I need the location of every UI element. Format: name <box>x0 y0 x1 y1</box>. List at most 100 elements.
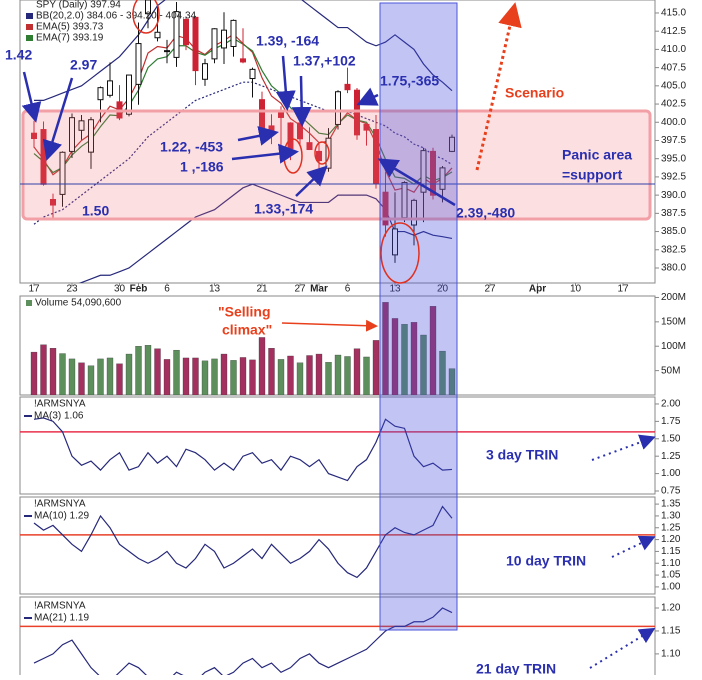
panic-area <box>21 109 652 221</box>
y-tick-label: 402.5 <box>661 99 686 110</box>
series-line <box>33 607 453 675</box>
candle-body <box>192 16 199 72</box>
candle-body <box>31 132 37 140</box>
volume-bar <box>40 344 47 395</box>
y-tick-label: 1.30 <box>661 511 681 522</box>
x-tick-label: Feb <box>130 284 148 295</box>
volume-bar <box>154 348 161 395</box>
annotation: "Selling <box>218 304 271 320</box>
y-tick-label: 385.0 <box>661 226 686 237</box>
marks: 380.0 382.5 385.0 387.5 390.0 392.5 395.0 397.5… <box>20 0 686 675</box>
volume-bar <box>429 306 437 395</box>
y-tick-label: 1.25 <box>661 451 681 462</box>
series-line <box>33 505 453 579</box>
y-tick-label: 1.20 <box>661 603 681 614</box>
annotation: 1.42 <box>5 47 32 63</box>
candle-body <box>126 74 132 115</box>
y-tick-label: 1.00 <box>661 468 681 479</box>
volume-bar <box>220 353 228 395</box>
candle-body <box>230 19 237 47</box>
arrow <box>589 627 656 669</box>
x-tick-label: Mar <box>310 284 328 295</box>
candle-body <box>164 50 170 53</box>
x-tick-label: 27 <box>294 284 306 295</box>
annotation: 1.75,-365 <box>380 73 439 89</box>
candle-body <box>240 58 246 63</box>
y-tick-label: 415.0 <box>661 8 686 19</box>
volume-bar <box>211 358 218 395</box>
circle <box>314 141 330 165</box>
candle-body <box>69 117 75 152</box>
y-tick-label: 412.5 <box>661 26 686 37</box>
volume-bar <box>30 351 38 395</box>
volume-bar <box>363 356 370 395</box>
volume-bar <box>277 359 285 395</box>
candle-body <box>173 11 180 58</box>
plot <box>30 302 456 395</box>
candle-body <box>249 68 256 80</box>
series-line <box>78 183 453 283</box>
candle-body <box>430 150 436 196</box>
series-line <box>33 81 453 225</box>
annotation: Scenario <box>505 85 564 101</box>
y-tick-label: 390.0 <box>661 190 686 201</box>
candle-body <box>306 142 313 151</box>
volume-bar <box>249 359 256 395</box>
x-tick-label: 13 <box>389 284 401 295</box>
arrow <box>591 434 656 461</box>
circle <box>132 0 160 34</box>
candle-body <box>88 119 94 153</box>
price-panel <box>19 0 656 284</box>
highlight <box>379 2 458 631</box>
candle-body <box>211 28 218 60</box>
volume-bar <box>59 353 66 395</box>
y-tick-label: 150M <box>661 316 686 327</box>
legend-title: !ARMSNYA <box>34 399 86 410</box>
trin10-panel <box>19 496 656 595</box>
volume-bar <box>306 355 313 395</box>
plot <box>20 417 655 482</box>
candle-body <box>107 80 113 96</box>
y-tick-label: 407.5 <box>661 62 686 73</box>
volume-bar <box>230 360 237 395</box>
x-tick-label: 21 <box>256 284 268 295</box>
arrow <box>377 158 456 207</box>
y-tick-label: 1.15 <box>661 626 681 637</box>
y-tick-label: 2.00 <box>661 399 681 410</box>
legend-swatch <box>26 35 33 41</box>
x-tick-label: 27 <box>484 284 496 295</box>
y-tick-label: 395.0 <box>661 153 686 164</box>
x-tick-label: 23 <box>66 284 78 295</box>
annotation: climax" <box>222 322 272 338</box>
candle-body <box>59 151 66 195</box>
candle-body <box>97 87 104 101</box>
x-tick-label: 6 <box>345 284 351 295</box>
y-tick-label: 100M <box>661 341 686 352</box>
circle <box>380 222 420 284</box>
x-tick-label: 17 <box>28 284 40 295</box>
x-tick-label: 13 <box>209 284 221 295</box>
volume-bar <box>325 362 332 395</box>
arrow <box>611 535 656 558</box>
volume-bar <box>78 362 85 395</box>
arrows <box>21 2 656 669</box>
volume-bar <box>391 318 399 395</box>
annotation: 1 ,-186 <box>180 159 224 175</box>
annotation: 1.37,+102 <box>293 53 356 69</box>
volume-bar <box>258 337 266 395</box>
x-tick-label: 17 <box>617 284 629 295</box>
y-tick-label: 397.5 <box>661 135 686 146</box>
candle-body <box>411 199 417 226</box>
y-tick-label: 50M <box>661 365 680 376</box>
candle-body <box>382 191 389 226</box>
y-tick-label: 1.25 <box>661 522 681 533</box>
legend-swatch <box>26 24 33 30</box>
arrow <box>42 77 74 161</box>
volume-bar <box>173 349 180 395</box>
volume-bar <box>448 368 456 395</box>
volume-bar <box>106 357 114 395</box>
volume-bar <box>49 348 57 395</box>
volume-bar <box>125 353 133 395</box>
